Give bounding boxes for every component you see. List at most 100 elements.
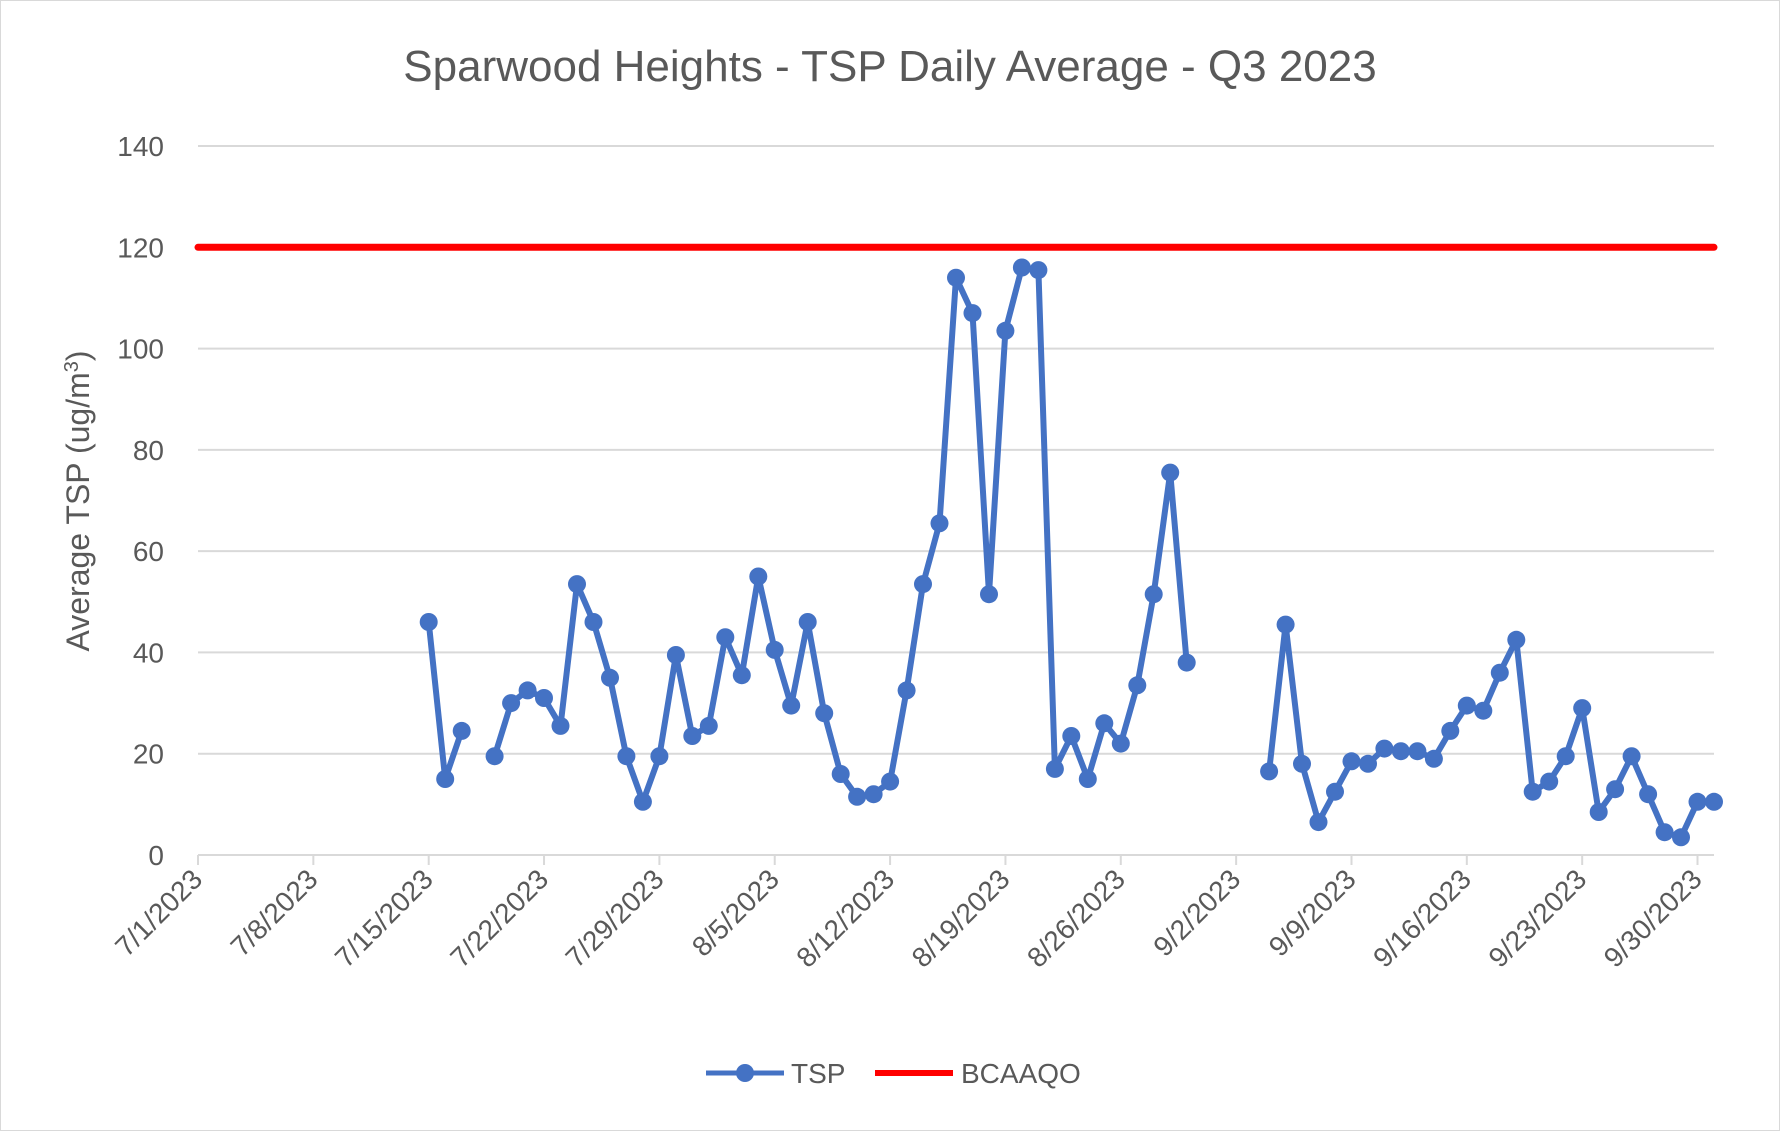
data-point-tsp [699,716,718,735]
legend: TSP BCAAQO [706,1058,1081,1089]
data-point-tsp [815,704,834,723]
data-point-tsp [897,681,916,700]
legend-item-bcaaqo: BCAAQO [875,1058,1081,1089]
y-axis-title-main: Average TSP (ug/m [60,372,96,651]
data-point-tsp [732,666,751,685]
data-point-tsp [1474,701,1493,720]
x-tick-label: 7/1/2023 [109,863,208,962]
x-tick-label: 8/12/2023 [790,863,900,973]
data-point-tsp [1161,463,1180,482]
data-point-tsp [798,613,817,631]
series-line-tsp [1266,621,1717,841]
data-point-tsp [1391,742,1410,761]
x-tick-label: 9/16/2023 [1367,863,1477,973]
data-point-tsp [419,613,438,631]
x-tick-label: 7/15/2023 [329,863,439,973]
data-point-tsp [1260,762,1279,781]
data-point-tsp [1062,727,1081,745]
data-point-tsp [963,304,982,323]
data-point-tsp [617,747,636,766]
x-tick-label: 7/8/2023 [225,863,324,962]
x-tick-label: 7/22/2023 [444,863,554,973]
y-tick-label: 140 [117,131,164,162]
data-point-tsp [1111,734,1130,753]
x-tick-label: 8/26/2023 [1021,863,1131,973]
series-layer [194,243,1723,847]
data-point-tsp [1342,752,1361,771]
data-point-tsp [1293,754,1311,773]
data-point-tsp [1589,803,1608,821]
data-point-tsp [551,716,570,735]
data-point-tsp [1375,739,1394,758]
x-tick-label: 8/19/2023 [906,863,1016,973]
data-point-tsp [864,785,883,804]
data-point-tsp [848,787,867,806]
data-point-tsp [1639,785,1658,804]
chart-title: Sparwood Heights - TSP Daily Average - Q… [403,42,1376,91]
data-point-tsp [1424,749,1443,768]
data-point-tsp [1655,823,1674,842]
series-tsp [419,258,1723,847]
x-tick-label: 8/5/2023 [686,863,785,962]
y-axis-title-end: ) [60,350,96,361]
data-point-tsp [650,747,669,766]
data-point-tsp [1078,770,1097,788]
y-axis-title: Average TSP (ug/m3) [60,350,96,651]
y-axis-ticks: 0 20 40 60 80 100 120 140 [117,131,164,871]
data-point-tsp [1688,792,1707,811]
legend-bcaaqo-label: BCAAQO [961,1058,1081,1089]
y-tick-label: 20 [133,739,164,770]
data-point-tsp [831,765,850,783]
legend-tsp-label: TSP [791,1058,845,1089]
y-tick-label: 40 [133,637,164,668]
data-point-tsp [1326,782,1344,801]
data-point-tsp [666,646,685,664]
data-point-tsp [765,640,784,659]
data-point-tsp [1507,630,1526,649]
data-point-tsp [1144,585,1163,604]
data-point-tsp [1359,754,1377,773]
data-point-tsp [1523,782,1542,801]
data-point-tsp [1408,742,1427,761]
y-axis-title-superscript: 3 [61,361,83,372]
data-point-tsp [601,668,619,687]
data-point-tsp [1490,663,1509,682]
data-point-tsp [1276,615,1295,634]
x-tick-label: 9/30/2023 [1598,863,1708,973]
data-point-tsp [716,628,735,647]
data-point-tsp [1128,676,1147,695]
data-point-tsp [1540,772,1559,791]
legend-item-tsp: TSP [706,1058,845,1089]
data-point-tsp [452,721,471,740]
data-point-tsp [1622,747,1641,766]
series-line-tsp [425,619,465,782]
y-tick-label: 60 [133,536,164,567]
data-point-tsp [1012,258,1031,277]
data-point-tsp [518,681,537,700]
x-tick-label: 9/2/2023 [1147,863,1246,962]
data-point-tsp [1045,759,1064,778]
x-axis-ticks: 7/1/2023 7/8/2023 7/15/2023 7/22/2023 7/29/2… [109,855,1708,973]
gridlines [198,145,1714,755]
data-point-tsp [1441,721,1460,740]
data-point-tsp [1095,714,1114,733]
y-tick-label: 0 [148,840,164,871]
data-point-tsp [914,575,932,594]
data-point-tsp [1672,828,1690,847]
x-tick-label: 9/23/2023 [1482,863,1592,973]
data-point-tsp [485,747,504,766]
data-point-tsp [1457,696,1476,715]
data-point-tsp [633,792,652,811]
data-point-tsp [436,770,455,788]
y-tick-label: 80 [133,435,164,466]
data-point-tsp [1029,261,1048,280]
data-point-tsp [1573,699,1592,718]
data-point-tsp [1556,747,1575,766]
data-point-tsp [1705,792,1723,811]
data-point-tsp [749,567,768,586]
data-point-tsp [947,268,965,287]
data-point-tsp [782,696,801,715]
x-tick-label: 9/9/2023 [1263,863,1362,962]
data-point-tsp [584,613,603,631]
